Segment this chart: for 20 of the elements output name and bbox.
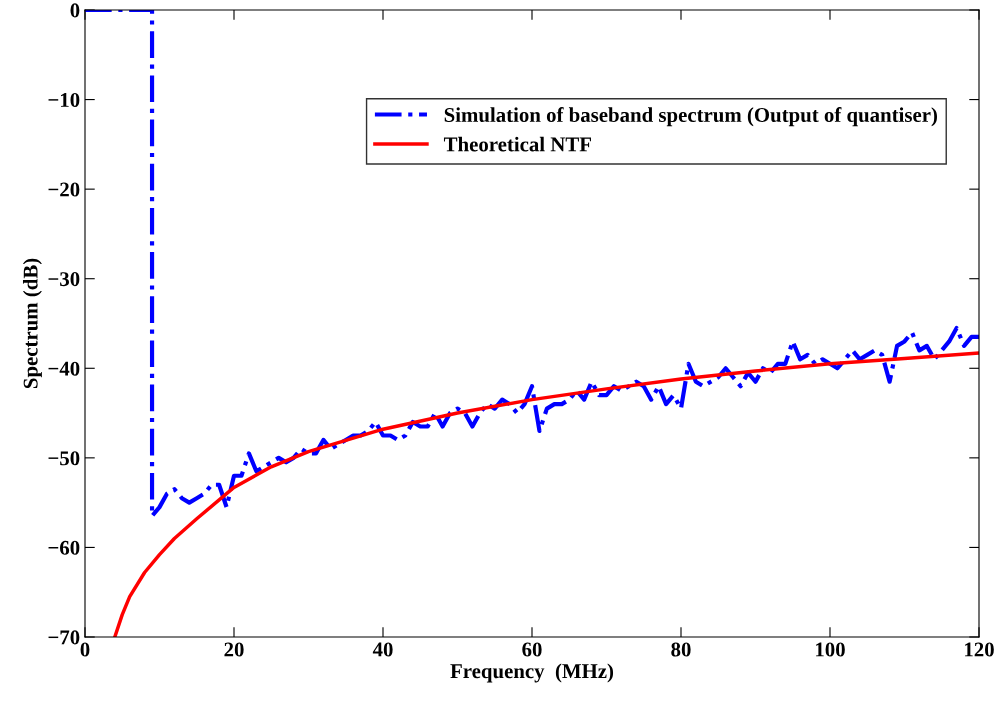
y-tick-label: −70 <box>48 630 80 645</box>
y-tick-label: −10 <box>48 92 80 107</box>
y-axis-title: Spectrum (dB) <box>22 258 42 389</box>
x-tick-label: 80 <box>671 642 691 657</box>
y-tick-label: −30 <box>48 272 80 287</box>
y-tick-label: −60 <box>48 540 80 555</box>
x-tick-label: 120 <box>965 642 994 657</box>
y-tick-label: −50 <box>48 451 80 466</box>
x-tick-label: 0 <box>80 642 90 657</box>
line-series <box>113 351 979 637</box>
x-tick-label: 60 <box>522 642 542 657</box>
legend-label: Theoretical NTF <box>443 136 591 152</box>
x-tick-label: 40 <box>372 642 393 657</box>
y-tick-label: 0 <box>70 3 80 18</box>
x-axis-title: Frequency (MHz) <box>450 663 614 683</box>
y-tick-label: −40 <box>48 361 80 376</box>
y-tick-label: −20 <box>48 182 80 197</box>
x-tick-label: 100 <box>816 642 845 657</box>
x-tick-label: 20 <box>224 642 244 657</box>
legend-label: Simulation of baseband spectrum (Output of quantiser) <box>444 107 937 127</box>
